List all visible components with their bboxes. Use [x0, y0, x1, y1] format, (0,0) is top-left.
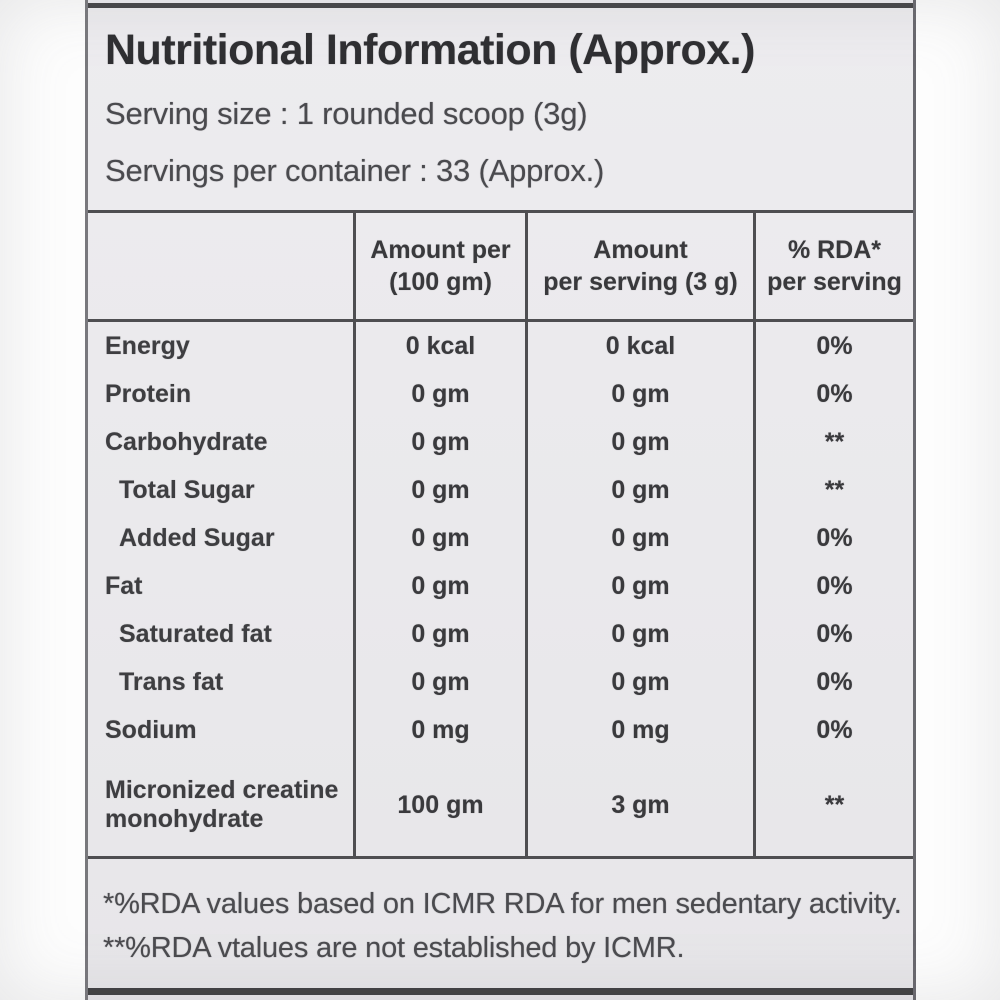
nutrition-label: Nutritional Information (Approx.) Servin… [85, 0, 916, 1000]
nutrient-name: Sodium [105, 715, 197, 744]
value-per-serving: 0 gm [525, 562, 753, 610]
nutrition-table: Amount per (100 gm) Amount per serving (… [88, 210, 913, 859]
nutrient-name: Protein [105, 379, 192, 408]
header-line: per serving (3 g) [543, 268, 738, 296]
table-row: Sodium 0 mg 0 mg 0% [88, 706, 913, 754]
table-row: Energy 0 kcal 0 kcal 0% [88, 322, 913, 370]
table-row: Micronized creatine monohydrate 100 gm 3 g… [88, 754, 913, 856]
footnote-single-asterisk: *%RDA values based on ICMR RDA for men s… [103, 888, 902, 920]
nutrient-name: Trans fat [119, 667, 224, 696]
label-header: Nutritional Information (Approx.) Servin… [88, 0, 913, 188]
table-header-row: Amount per (100 gm) Amount per serving (… [88, 213, 913, 322]
value-per-serving: 0 gm [525, 514, 753, 562]
value-per-100gm: 0 kcal [353, 322, 525, 370]
value-per-100gm: 0 gm [353, 562, 525, 610]
value-per-serving: 0 gm [525, 370, 753, 418]
value-per-serving: 0 mg [525, 706, 753, 754]
header-line: Amount [593, 236, 688, 264]
value-per-serving: 0 gm [525, 418, 753, 466]
value-per-serving: 0 gm [525, 466, 753, 514]
value-per-100gm: 0 gm [353, 658, 525, 706]
footnote-double-asterisk: **%RDA vtalues are not established by IC… [103, 932, 685, 964]
nutrient-name: Saturated fat [119, 619, 272, 648]
nutrient-name: Carbohydrate [105, 427, 268, 456]
value-per-100gm: 0 gm [353, 418, 525, 466]
value-rda: ** [753, 754, 913, 856]
table-body: Energy 0 kcal 0 kcal 0% Protein 0 gm 0 gm 0% Car… [88, 322, 913, 856]
nutrient-name: Energy [105, 331, 190, 360]
value-rda: 0% [753, 562, 913, 610]
value-rda: 0% [753, 322, 913, 370]
value-per-100gm: 100 gm [353, 754, 525, 856]
value-rda: 0% [753, 658, 913, 706]
header-nutrient-blank [88, 213, 353, 319]
serving-size-text: Serving size : 1 rounded scoop (3g) [105, 96, 588, 131]
table-row: Fat 0 gm 0 gm 0% [88, 562, 913, 610]
value-per-100gm: 0 mg [353, 706, 525, 754]
header-line: (100 gm) [389, 268, 492, 296]
table-row: Total Sugar 0 gm 0 gm ** [88, 466, 913, 514]
value-per-100gm: 0 gm [353, 610, 525, 658]
header-amount-per-100gm: Amount per (100 gm) [353, 213, 525, 319]
nutrient-name: Added Sugar [119, 523, 275, 552]
nutrient-name: Fat [105, 571, 143, 600]
value-per-serving: 0 gm [525, 658, 753, 706]
value-per-serving: 0 kcal [525, 322, 753, 370]
value-per-serving: 3 gm [525, 754, 753, 856]
table-row: Protein 0 gm 0 gm 0% [88, 370, 913, 418]
table-row: Saturated fat 0 gm 0 gm 0% [88, 610, 913, 658]
value-rda: ** [753, 418, 913, 466]
value-per-serving: 0 gm [525, 610, 753, 658]
table-row: Added Sugar 0 gm 0 gm 0% [88, 514, 913, 562]
label-bottom-edge [88, 988, 913, 995]
value-per-100gm: 0 gm [353, 370, 525, 418]
value-rda: 0% [753, 706, 913, 754]
value-rda: ** [753, 466, 913, 514]
footnotes: *%RDA values based on ICMR RDA for men s… [88, 868, 913, 976]
nutrient-name: Total Sugar [119, 475, 255, 504]
value-per-100gm: 0 gm [353, 466, 525, 514]
servings-per-container-text: Servings per container : 33 (Approx.) [105, 153, 605, 188]
value-per-100gm: 0 gm [353, 514, 525, 562]
table-row: Trans fat 0 gm 0 gm 0% [88, 658, 913, 706]
value-rda: 0% [753, 370, 913, 418]
value-rda: 0% [753, 514, 913, 562]
table-row: Carbohydrate 0 gm 0 gm ** [88, 418, 913, 466]
value-rda: 0% [753, 610, 913, 658]
label-top-edge [88, 3, 913, 8]
header-line: % RDA* [787, 236, 882, 264]
header-line: Amount per [370, 236, 511, 264]
header-amount-per-serving: Amount per serving (3 g) [525, 213, 753, 319]
header-line: per serving [767, 268, 902, 296]
label-title: Nutritional Information (Approx.) [105, 26, 755, 74]
nutrient-name: Micronized creatine monohydrate [105, 776, 339, 833]
header-rda-per-serving: % RDA* per serving [753, 213, 913, 319]
